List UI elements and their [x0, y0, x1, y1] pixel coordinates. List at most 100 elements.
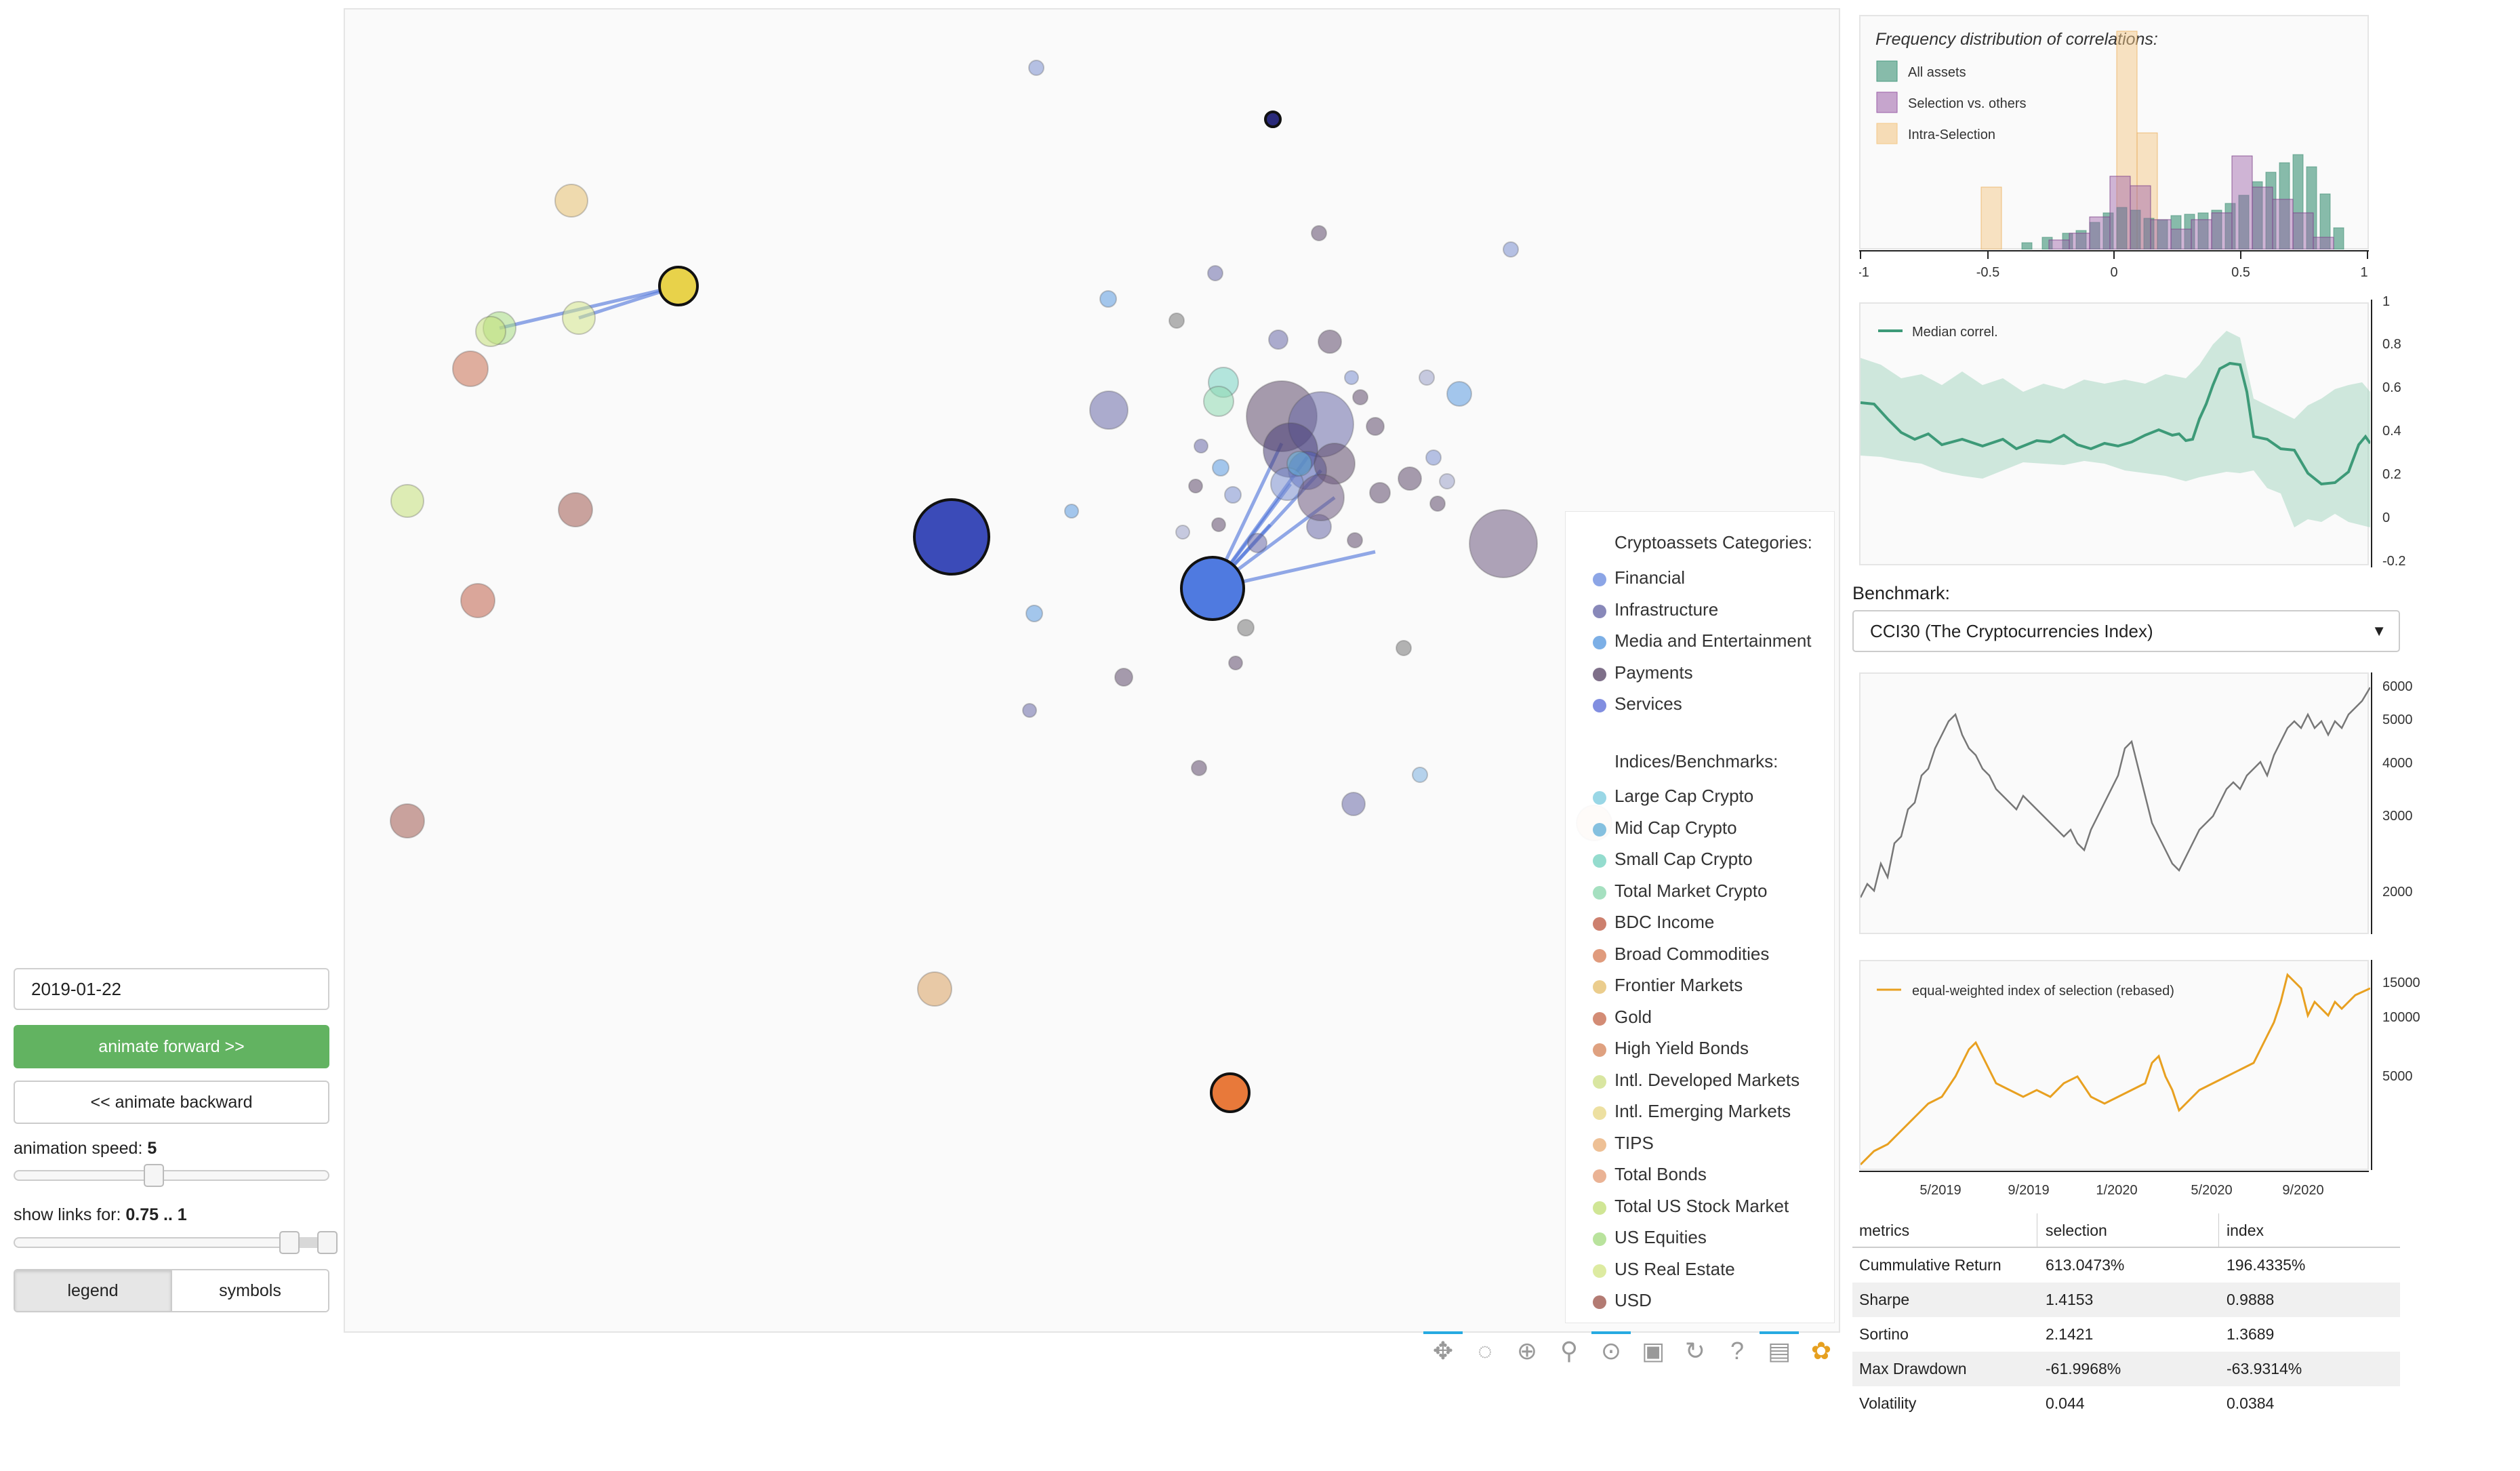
plot-toolbar: ✥ ◌ ⊕ ⚲ ⊙ ▣ ↻ ? ▤ ✿ — [1423, 1331, 1841, 1371]
metric-name: Volatility — [1859, 1394, 1917, 1412]
wheel-zoom-icon[interactable]: ⊙ — [1591, 1331, 1631, 1367]
benchmark-label: Benchmark: — [1852, 583, 1951, 603]
legend-item[interactable]: Large Cap Crypto — [1566, 783, 1835, 813]
median-ytick: 0.2 — [2382, 467, 2401, 482]
legend-item[interactable]: Gold — [1566, 1004, 1835, 1034]
speed-slider[interactable] — [14, 1164, 329, 1187]
node — [1439, 473, 1455, 489]
median-y-axis: 1 0.8 0.6 0.4 0.2 0 -0.2 — [2370, 293, 2411, 571]
metric-index-value: -63.9314% — [2227, 1360, 2302, 1377]
legend-swatch-all — [1876, 60, 1898, 82]
legend-item[interactable]: Total Bonds — [1566, 1161, 1835, 1191]
node — [1089, 390, 1129, 430]
network-canvas[interactable] — [345, 9, 1842, 1334]
legend-label: Mid Cap Crypto — [1614, 817, 1737, 838]
legend-item[interactable]: Mid Cap Crypto — [1566, 815, 1835, 845]
legend-indices-heading: Indices/Benchmarks: — [1614, 751, 1779, 771]
node — [1188, 479, 1203, 493]
node — [1396, 640, 1412, 656]
metric-name: Sortino — [1859, 1325, 1909, 1343]
metrics-header: index — [2227, 1222, 2264, 1239]
links-min-handle[interactable] — [279, 1231, 300, 1254]
legend-label: TIPS — [1614, 1132, 1654, 1153]
median-ytick: 0.8 — [2382, 337, 2401, 352]
pan-icon[interactable]: ✥ — [1423, 1331, 1463, 1367]
legend-dot — [1593, 1169, 1606, 1183]
index-xtick: 5/2020 — [2191, 1183, 2232, 1198]
node — [1425, 449, 1442, 466]
selection-index-panel[interactable]: equal-weighted index of selection (rebas… — [1859, 960, 2370, 1170]
legend-item[interactable]: Intl. Emerging Markets — [1566, 1098, 1835, 1128]
network-legend: Cryptoassets Categories: Financial Infras… — [1565, 511, 1835, 1323]
median-ytick: 0.6 — [2382, 380, 2401, 395]
legend-item[interactable]: Media and Entertainment — [1566, 628, 1835, 658]
legend-item[interactable]: BDC Income — [1566, 909, 1835, 939]
metrics-row: Sortino 2.1421 1.3689 — [1852, 1317, 2400, 1352]
hist-xtick: 1 — [2360, 265, 2367, 280]
legend-toggle-button[interactable]: legend — [15, 1270, 172, 1311]
legend-item[interactable]: Broad Commodities — [1566, 941, 1835, 971]
legend-dot — [1593, 948, 1606, 963]
median-correlation-panel[interactable]: Median correl. — [1859, 302, 2370, 565]
benchmark-price-panel[interactable] — [1859, 672, 2370, 934]
legend-swatch-intra — [1876, 123, 1898, 144]
lasso-icon[interactable]: ◌ — [1478, 1337, 1492, 1365]
hist-xtick: 0 — [2110, 265, 2117, 280]
metrics-header: selection — [2046, 1222, 2107, 1239]
bokeh-logo[interactable]: ✿ — [1810, 1337, 1832, 1365]
legend-item[interactable]: Small Cap Crypto — [1566, 846, 1835, 876]
legend-dot — [1593, 699, 1606, 712]
save-icon[interactable]: ▣ — [1641, 1337, 1665, 1365]
hist-xtick: -1 — [1859, 265, 1869, 280]
hover-icon[interactable]: ▤ — [1760, 1331, 1799, 1367]
legend-item[interactable]: US Equities — [1566, 1224, 1835, 1254]
legend-item[interactable]: TIPS — [1566, 1130, 1835, 1160]
selected-node — [1180, 556, 1245, 621]
node — [1064, 504, 1079, 519]
date-input[interactable]: 2019-01-22 — [14, 968, 329, 1010]
index-node — [562, 301, 596, 335]
legend-item[interactable]: Infrastructure — [1566, 597, 1835, 626]
legend-label: Large Cap Crypto — [1614, 786, 1754, 806]
box-zoom-icon[interactable]: ⊕ — [1516, 1337, 1538, 1365]
legend-dot — [1593, 885, 1606, 900]
correlation-network-plot[interactable]: Cryptoassets Categories: Financial Infras… — [344, 8, 1840, 1333]
legend-dot — [1593, 573, 1606, 586]
index-ytick: 15000 — [2382, 975, 2420, 990]
help-icon[interactable]: ? — [1730, 1337, 1745, 1365]
legend-item[interactable]: Intl. Developed Markets — [1566, 1067, 1835, 1097]
correlation-histogram-panel[interactable]: Frequency distribution of correlations: … — [1859, 15, 2369, 250]
legend-item[interactable]: High Yield Bonds — [1566, 1035, 1835, 1065]
node — [1211, 517, 1226, 532]
benchmark-select[interactable]: CCI30 (The Cryptocurrencies Index) ▼ — [1852, 610, 2400, 652]
legend-item[interactable]: Services — [1566, 691, 1835, 721]
selection-index-chart: equal-weighted index of selection (rebas… — [1861, 973, 2370, 1166]
links-range-slider[interactable] — [14, 1231, 338, 1254]
legend-item[interactable]: Frontier Markets — [1566, 972, 1835, 1002]
speed-slider-handle[interactable] — [144, 1164, 164, 1187]
animate-forward-button[interactable]: animate forward >> — [14, 1025, 329, 1068]
legend-dot — [1593, 791, 1606, 805]
metrics-row: Sharpe 1.4153 0.9888 — [1852, 1283, 2400, 1317]
legend-item[interactable]: US Real Estate — [1566, 1256, 1835, 1286]
median-line — [1861, 361, 2370, 486]
legend-item[interactable]: Total Market Crypto — [1566, 878, 1835, 908]
animate-backward-button[interactable]: << animate backward — [14, 1081, 329, 1124]
legend-item[interactable]: USD — [1566, 1287, 1835, 1317]
legend-item[interactable]: Total US Stock Market — [1566, 1193, 1835, 1223]
reset-icon[interactable]: ↻ — [1684, 1337, 1706, 1365]
symbols-toggle-button[interactable]: symbols — [172, 1270, 328, 1311]
legend-all-label: All assets — [1908, 65, 1966, 80]
links-max-handle[interactable] — [317, 1231, 338, 1254]
legend-symbols-toggle[interactable]: legend symbols — [14, 1269, 329, 1312]
legend-label: Media and Entertainment — [1614, 630, 1812, 651]
index-legend: equal-weighted index of selection (rebas… — [1912, 984, 2174, 999]
median-ytick: 0.4 — [2382, 424, 2401, 439]
node — [1318, 329, 1342, 354]
legend-dot — [1593, 1011, 1606, 1026]
legend-item[interactable]: Payments — [1566, 660, 1835, 689]
zoom-in-out-icon[interactable]: ⚲ — [1560, 1337, 1579, 1365]
legend-item[interactable]: Financial — [1566, 565, 1835, 595]
node — [1228, 656, 1243, 670]
node — [1022, 703, 1037, 718]
